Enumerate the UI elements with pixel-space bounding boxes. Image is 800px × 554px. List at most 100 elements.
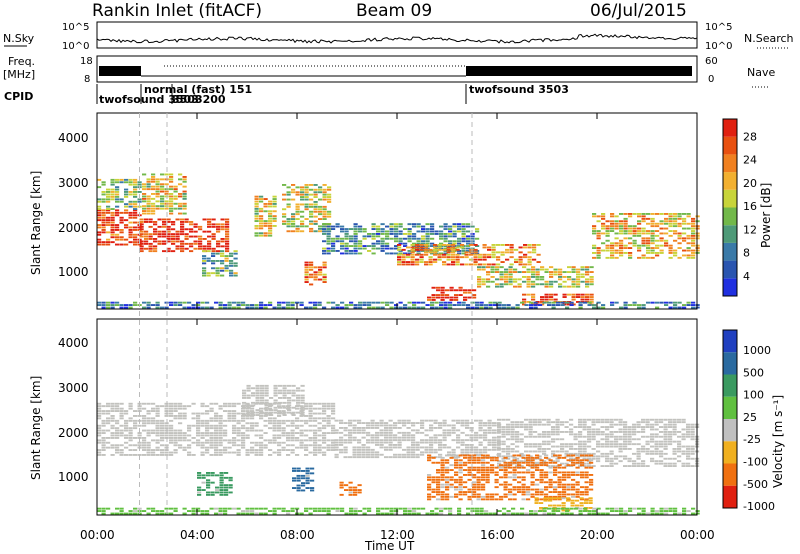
power-cell (385, 237, 390, 240)
power-cell (452, 250, 457, 252)
velocity-cell (259, 449, 264, 451)
velocity-cell (485, 478, 490, 481)
power-cell (479, 304, 484, 306)
velocity-cell (580, 454, 585, 457)
velocity-cell (406, 419, 411, 422)
power-cell (389, 233, 394, 235)
velocity-cell (440, 459, 445, 462)
power-cell (133, 178, 138, 181)
power-cell (605, 220, 610, 223)
power-cell (139, 247, 144, 250)
velocity-cell (182, 449, 187, 451)
velocity-cell (173, 444, 178, 447)
velocity-cell (339, 436, 344, 439)
power-cell (286, 306, 291, 309)
velocity-cell (467, 469, 472, 471)
velocity-cell (128, 427, 133, 430)
velocity-cell (269, 404, 274, 407)
velocity-cell (478, 441, 483, 444)
velocity-cell (535, 456, 540, 459)
velocity-cell (492, 436, 497, 439)
velocity-cell (218, 510, 223, 512)
power-cell (490, 276, 495, 278)
power-cell (313, 215, 318, 218)
power-cell (101, 243, 106, 246)
velocity-cell (397, 436, 402, 439)
velocity-cell (641, 421, 646, 424)
power-cell (463, 291, 468, 294)
power-cell (433, 248, 438, 251)
velocity-cell (430, 510, 435, 512)
power-cell (376, 242, 381, 245)
power-cell (178, 202, 183, 205)
velocity-cell (300, 411, 305, 414)
velocity-cell (562, 466, 567, 469)
velocity-cell (169, 402, 174, 405)
velocity-cell (645, 423, 650, 426)
power-cell (585, 278, 590, 281)
power-cell (97, 238, 102, 241)
velocity-cell (164, 405, 169, 408)
velocity-cell (478, 436, 483, 439)
velocity-cell (427, 486, 432, 489)
velocity-cell (442, 439, 447, 442)
power-cell (592, 304, 597, 306)
velocity-cell (160, 510, 165, 512)
velocity-cell (560, 445, 565, 448)
power-cell (157, 225, 162, 228)
power-cell (461, 301, 466, 304)
velocity-cell (467, 459, 472, 462)
power-cell (614, 222, 619, 225)
power-cell (531, 285, 536, 288)
power-cell (268, 217, 273, 220)
power-cell (517, 285, 522, 288)
power-cell (155, 188, 160, 191)
power-cell (596, 301, 601, 304)
velocity-cell (292, 487, 297, 489)
velocity-cell (582, 450, 587, 453)
velocity-cell (191, 412, 196, 415)
power-cell (560, 301, 565, 304)
power-cell (224, 267, 229, 270)
velocity-cell (672, 462, 677, 465)
velocity-cell (627, 438, 632, 441)
velocity-cell (146, 441, 151, 444)
velocity-cell (343, 441, 348, 444)
velocity-cell (421, 507, 426, 510)
power-cell (180, 223, 185, 226)
velocity-cell (282, 384, 287, 387)
velocity-cell (259, 454, 264, 456)
power-cell (553, 280, 558, 283)
velocity-cell (331, 439, 336, 442)
velocity-cell (219, 479, 224, 482)
freq-bar-2 (466, 66, 692, 76)
power-cell (207, 235, 212, 238)
power-cell (115, 188, 120, 191)
power-cell (173, 304, 178, 306)
power-cell (309, 283, 314, 286)
power-cell (504, 271, 509, 273)
power-cell (259, 195, 264, 198)
velocity-cell (503, 495, 508, 498)
velocity-cell (641, 460, 646, 463)
power-cell (623, 237, 628, 240)
power-cell (517, 283, 522, 286)
power-cell (254, 227, 259, 230)
velocity-cell (339, 431, 344, 434)
velocity-cell (458, 476, 463, 479)
velocity-cell (575, 466, 580, 469)
power-cell (313, 271, 318, 274)
velocity-cell (200, 437, 205, 439)
power-cell (327, 201, 332, 203)
power-cell (458, 286, 463, 289)
station-title: Rankin Inlet (fitACF) (92, 1, 262, 21)
velocity-cell (681, 445, 686, 448)
power-cell (229, 274, 234, 277)
velocity-cell (465, 419, 470, 422)
velocity-cell (584, 476, 589, 479)
power-cell (556, 301, 561, 304)
velocity-cell (291, 411, 296, 414)
velocity-cell (308, 415, 313, 417)
power-cell (309, 223, 314, 225)
power-cell (162, 250, 167, 253)
